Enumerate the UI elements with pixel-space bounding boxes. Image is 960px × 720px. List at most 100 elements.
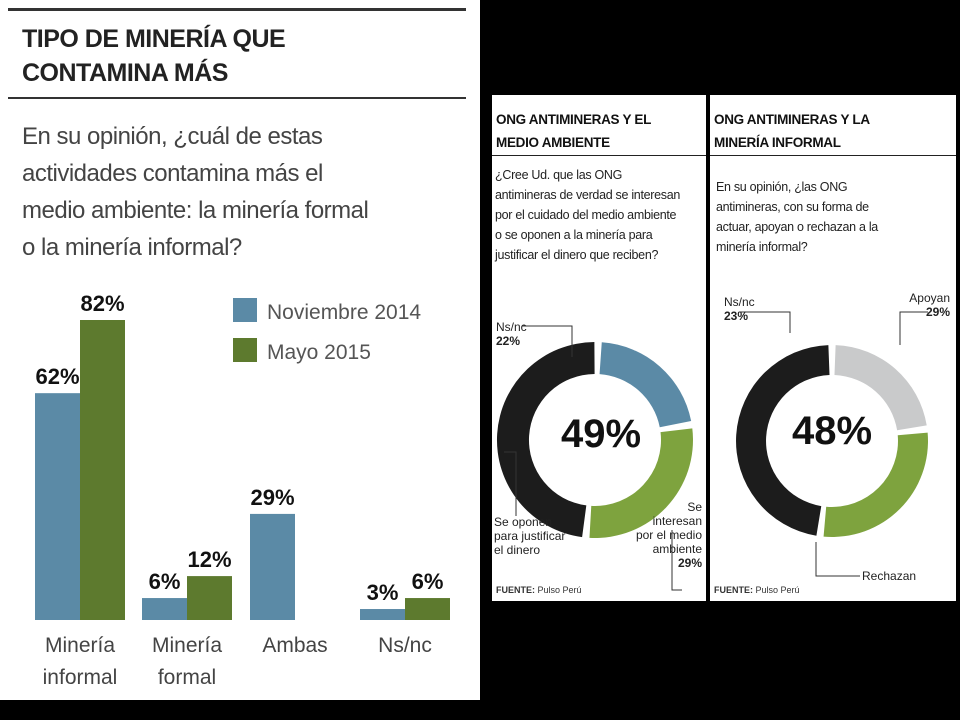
donut-panel-medio-ambiente: ONG ANTIMINERAS Y EL MEDIO AMBIENTE ¿Cre… [492, 95, 706, 601]
question-line: En su opinión, ¿las ONG [716, 180, 848, 194]
leader-line [815, 542, 860, 577]
bar-value-label: 6% [149, 569, 181, 594]
bar-nov2014 [250, 513, 295, 620]
donut-a-svg: 49% [496, 325, 693, 591]
bar-may2015 [80, 320, 125, 620]
label-text: Ns/nc [496, 320, 527, 334]
question-line: minería informal? [716, 240, 808, 254]
donut-center-label: 49% [561, 412, 641, 456]
label-interesan: Se interesan por el medio ambiente 29% [636, 500, 702, 570]
question-line: o se oponen a la minería para [495, 228, 653, 242]
label-oponen: Se oponen para justificar el dinero [494, 515, 565, 557]
donut-area: ONG ANTIMINERAS Y EL MEDIO AMBIENTE ¿Cre… [490, 85, 960, 605]
chart-question: En su opinión, ¿cuál de estas actividade… [22, 118, 462, 266]
label-nsnc: Ns/nc 22% [496, 320, 527, 348]
label-line: interesan [652, 514, 702, 528]
leader-line [504, 451, 517, 516]
category-label: formal [158, 666, 216, 689]
label-rechazan: Rechazan [862, 569, 917, 583]
bar-nov2014 [360, 609, 405, 620]
donut-title: ONG ANTIMINERAS Y EL MEDIO AMBIENTE [496, 108, 701, 154]
source-label: FUENTE: [714, 585, 753, 595]
question-line: En su opinión, ¿cuál de estas [22, 123, 323, 150]
leader-line [899, 311, 928, 345]
bar-value-label: 62% [35, 364, 79, 389]
label-line: Se oponen [494, 515, 553, 529]
divider [710, 155, 956, 156]
category-labels: Minería informal Minería formal Ambas Ns/nc [43, 634, 432, 689]
label-line: por el medio [635, 528, 702, 542]
question-line: por el cuidado del medio ambiente [495, 208, 677, 222]
legend-label: Mayo 2015 [267, 341, 371, 364]
question-line: actividades contamina más el [22, 160, 323, 187]
question-line: o la minería informal? [22, 234, 242, 261]
donut-slice-2 [589, 428, 693, 538]
source-label: FUENTE: [496, 585, 535, 595]
bar-value-label: 82% [80, 291, 124, 316]
label-nsnc: Ns/nc 23% [724, 295, 755, 323]
bar-chart-panel: TIPO DE MINERÍA QUE CONTAMINA MÁS En su … [0, 0, 480, 700]
top-rule [8, 8, 466, 11]
chart-title: TIPO DE MINERÍA QUE CONTAMINA MÁS [22, 22, 462, 90]
bar-may2015 [405, 598, 450, 620]
source-note: FUENTE: Pulso Perú [496, 585, 582, 595]
leader-line [671, 530, 682, 591]
question-line: antimineras, con su forma de [716, 200, 869, 214]
title-rule [8, 97, 466, 99]
question-line: actuar, apoyan o rechazan a la [716, 220, 878, 234]
question-line: ¿Cree Ud. que las ONG [495, 168, 623, 182]
donut-slice-0 [496, 342, 595, 538]
label-value: 23% [724, 309, 749, 323]
donut-b-svg: 48% [736, 311, 929, 577]
label-value: 29% [677, 556, 702, 570]
label-text: Ns/nc [724, 295, 755, 309]
label-line: Se [687, 500, 702, 514]
label-text: Apoyan [909, 291, 950, 305]
question-line: antimineras de verdad se interesan [495, 188, 681, 202]
question-line: justificar el dinero que reciben? [495, 248, 659, 262]
divider [492, 155, 706, 156]
bar-nov2014 [35, 393, 80, 620]
category-label: Ns/nc [378, 634, 432, 657]
leader-lines [504, 325, 682, 591]
source-value: Pulso Perú [537, 585, 582, 595]
donut-title-line: ONG ANTIMINERAS Y EL [496, 112, 652, 127]
leader-lines [740, 311, 928, 577]
bar-value-labels: 62%82%6%12%29%3% 6% [35, 291, 443, 605]
category-label: informal [43, 666, 118, 689]
bar-chart-svg: 62%82%6%12%29%3% 6% MineríainformalMinerí… [35, 291, 450, 689]
bar-marks [35, 320, 450, 620]
legend-swatch [233, 338, 257, 362]
source-value: Pulso Perú [755, 585, 800, 595]
donut-a-slices [496, 342, 693, 538]
donut-slice-1 [599, 342, 692, 428]
legend-label: Noviembre 2014 [267, 301, 421, 324]
donut-panel-mineria-informal: ONG ANTIMINERAS Y LA MINERÍA INFORMAL En… [710, 95, 956, 601]
donut-slice-2 [823, 432, 929, 538]
legend-swatch [233, 298, 257, 322]
donut-title-line: MINERÍA INFORMAL [714, 135, 841, 150]
donut-question: ¿Cree Ud. que las ONG antimineras de ver… [495, 165, 703, 265]
category-label: Minería [45, 634, 115, 657]
label-apoyan: Apoyan 29% [909, 291, 950, 319]
label-value: 29% [925, 305, 950, 319]
question-line: medio ambiente: la minería formal [22, 197, 369, 224]
donut-slice-0 [736, 345, 830, 536]
bar-nov2014 [142, 598, 187, 620]
leader-line [522, 325, 573, 357]
bar-value-label: 29% [250, 485, 294, 510]
bar-value-label: 3% [367, 580, 399, 605]
donut-title: ONG ANTIMINERAS Y LA MINERÍA INFORMAL [714, 108, 919, 154]
donut-title-line: MEDIO AMBIENTE [496, 135, 610, 150]
source-note: FUENTE: Pulso Perú [714, 585, 800, 595]
donut-question: En su opinión, ¿las ONG antimineras, con… [716, 177, 924, 257]
label-line: ambiente [652, 542, 702, 556]
chart-title-line: CONTAMINA MÁS [22, 59, 228, 87]
label-value: 22% [496, 334, 521, 348]
donut-center-label: 48% [792, 409, 872, 453]
bar-value-label: 12% [187, 547, 231, 572]
donut-title-line: ONG ANTIMINERAS Y LA [714, 112, 870, 127]
bar-may2015 [187, 576, 232, 620]
chart-title-line: TIPO DE MINERÍA QUE [22, 25, 286, 53]
category-label: Minería [152, 634, 222, 657]
